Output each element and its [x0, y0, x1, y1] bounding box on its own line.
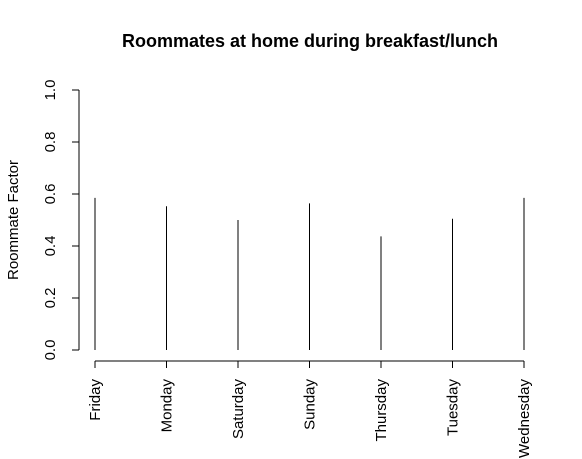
y-tick-label: 0.2 — [42, 288, 59, 309]
y-tick-label: 0.0 — [42, 340, 59, 361]
y-tick-label: 0.6 — [42, 184, 59, 205]
y-tick-label: 0.4 — [42, 236, 59, 257]
data-marks — [94, 197, 525, 350]
y-tick-label: 0.8 — [42, 132, 59, 153]
x-tick-label: Wednesday — [516, 379, 533, 458]
x-tick-label: Sunday — [302, 379, 319, 430]
x-tick-label: Thursday — [373, 379, 390, 442]
y-ticks: 0.0 0.2 0.4 0.6 0.8 1.0 — [42, 80, 79, 361]
x-tick-label: Monday — [159, 379, 176, 433]
x-tick-label: Friday — [87, 379, 104, 421]
y-tick-label: 1.0 — [42, 80, 59, 101]
chart-title: Roommates at home during breakfast/lunch — [122, 31, 498, 51]
y-axis-label: Roommate Factor — [5, 160, 22, 280]
x-ticks: Friday Monday Saturday Sunday Thursday Tuesda… — [87, 361, 533, 458]
x-tick-label: Saturday — [230, 379, 247, 440]
x-tick-label: Tuesday — [445, 379, 462, 436]
